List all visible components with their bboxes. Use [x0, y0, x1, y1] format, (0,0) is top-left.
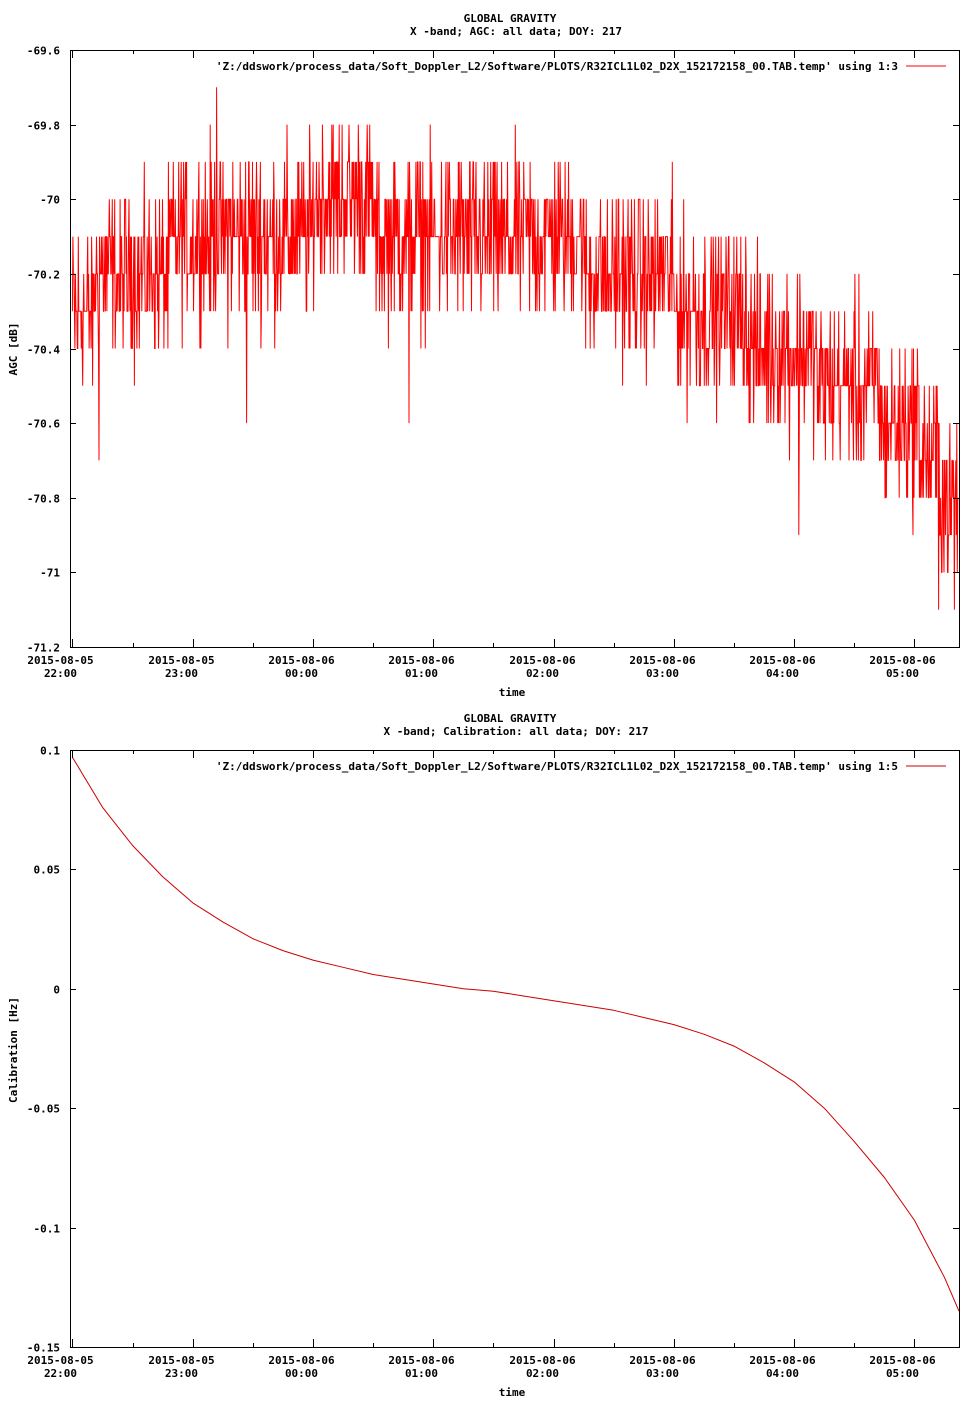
calibration-chart-subtitle: X -band; Calibration: all data; DOY: 217 [384, 725, 649, 738]
x-tick-time: 05:00 [886, 1367, 919, 1380]
x-tick-time: 05:00 [886, 667, 919, 680]
x-tick-date: 2015-08-06 [268, 1354, 335, 1367]
x-tick-date: 2015-08-06 [268, 654, 335, 667]
x-tick-time: 01:00 [405, 667, 438, 680]
x-tick-time: 01:00 [405, 1367, 438, 1380]
y-tick-label: 0.1 [40, 745, 60, 758]
y-tick-label: -0.1 [34, 1223, 61, 1236]
agc-series-line [71, 87, 959, 610]
agc-y-axis-label: AGC [dB] [7, 323, 20, 376]
x-tick-date: 2015-08-05 [27, 654, 93, 667]
x-tick-date: 2015-08-06 [869, 654, 936, 667]
y-tick-label: -0.05 [27, 1103, 60, 1116]
y-tick-label: -0.15 [27, 1342, 60, 1355]
x-tick-date: 2015-08-06 [388, 654, 455, 667]
y-tick-label: -70.6 [27, 418, 60, 431]
x-tick-date: 2015-08-05 [148, 1354, 214, 1367]
x-tick-date: 2015-08-05 [148, 654, 214, 667]
y-tick-label: -70 [40, 194, 60, 207]
x-tick-time: 23:00 [165, 1367, 198, 1380]
calibration-plot-frame [70, 750, 960, 1348]
x-tick-date: 2015-08-06 [749, 654, 816, 667]
y-tick-label: -70.2 [27, 269, 60, 282]
calibration-series-line [71, 756, 960, 1312]
x-tick-date: 2015-08-06 [869, 1354, 936, 1367]
calibration-y-ticks: 0.1 0.05 0 -0.05 -0.1 -0.15 [27, 745, 959, 1355]
calibration-chart: GLOBAL GRAVITY X -band; Calibration: all… [7, 712, 960, 1399]
x-tick-date: 2015-08-06 [629, 1354, 696, 1367]
agc-x-ticks: 2015-08-0522:002015-08-0523:002015-08-06… [27, 50, 936, 680]
agc-chart: GLOBAL GRAVITY X -band; AGC: all data; D… [7, 12, 960, 699]
y-tick-label: -71.2 [27, 642, 60, 655]
y-tick-label: 0.05 [34, 864, 61, 877]
x-tick-time: 04:00 [766, 667, 799, 680]
agc-series-group [71, 87, 959, 610]
calibration-legend-label: 'Z:/ddswork/process_data/Soft_Doppler_L2… [216, 760, 898, 773]
x-tick-time: 00:00 [285, 667, 318, 680]
agc-y-ticks: -69.6 -69.8 -70 -70.2 -70.4 -70.6 -70.8 -71 -71.… [27, 45, 959, 655]
x-tick-time: 02:00 [526, 1367, 559, 1380]
calibration-chart-title: GLOBAL GRAVITY [464, 712, 557, 725]
x-tick-time: 03:00 [646, 667, 679, 680]
x-tick-date: 2015-08-06 [749, 1354, 816, 1367]
x-tick-time: 22:00 [44, 667, 77, 680]
y-tick-label: 0 [53, 984, 60, 997]
agc-legend-label: 'Z:/ddswork/process_data/Soft_Doppler_L2… [216, 60, 898, 73]
y-tick-label: -70.8 [27, 493, 60, 506]
x-tick-date: 2015-08-06 [509, 654, 576, 667]
agc-chart-subtitle: X -band; AGC: all data; DOY: 217 [410, 25, 622, 38]
y-tick-label: -71 [40, 567, 60, 580]
agc-x-axis-label: time [499, 686, 526, 699]
x-tick-time: 00:00 [285, 1367, 318, 1380]
x-tick-time: 22:00 [44, 1367, 77, 1380]
x-tick-time: 23:00 [165, 667, 198, 680]
calibration-series-group [71, 756, 960, 1312]
y-tick-label: -69.6 [27, 45, 60, 58]
x-tick-date: 2015-08-06 [388, 1354, 455, 1367]
x-tick-time: 03:00 [646, 1367, 679, 1380]
y-tick-label: -70.4 [27, 344, 60, 357]
x-tick-time: 02:00 [526, 667, 559, 680]
calibration-x-ticks: 2015-08-0522:002015-08-0523:002015-08-06… [27, 750, 936, 1380]
calibration-x-axis-label: time [499, 1386, 526, 1399]
y-tick-label: -69.8 [27, 120, 60, 133]
agc-chart-title: GLOBAL GRAVITY [464, 12, 557, 25]
calibration-y-axis-label: Calibration [Hz] [7, 997, 20, 1103]
x-tick-date: 2015-08-06 [629, 654, 696, 667]
x-tick-date: 2015-08-06 [509, 1354, 576, 1367]
x-tick-time: 04:00 [766, 1367, 799, 1380]
x-tick-date: 2015-08-05 [27, 1354, 93, 1367]
